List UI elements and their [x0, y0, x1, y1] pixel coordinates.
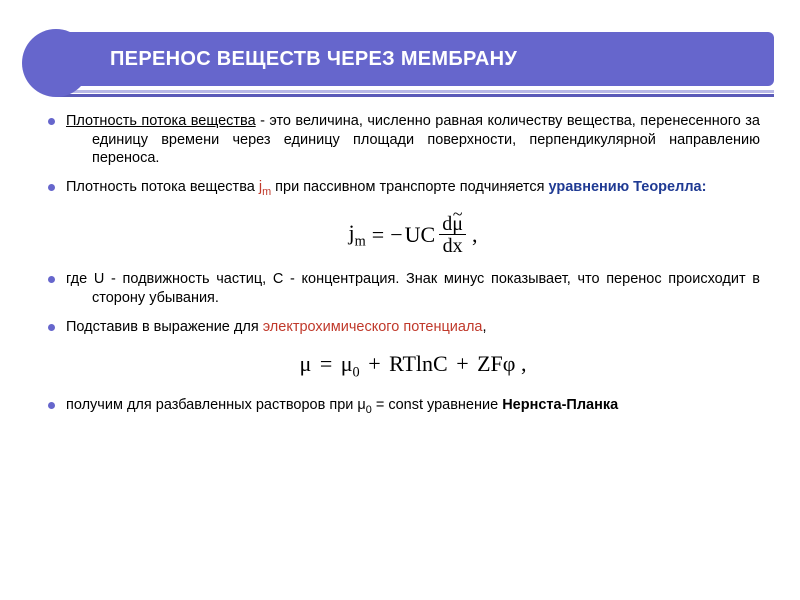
underline-light: [56, 90, 774, 93]
accent-circle: [22, 29, 90, 97]
header: ПЕРЕНОС ВЕЩЕСТВ ЧЕРЕЗ МЕМБРАНУ: [0, 32, 800, 94]
paragraph-5: получим для разбавленных растворов при μ…: [66, 396, 760, 418]
para2-theorell: уравнению Теорелла:: [549, 179, 707, 195]
formula-electrochem: μ = μ0 + RTlnC + ZFφ ,: [66, 350, 760, 382]
f2-mu0: μ0: [341, 351, 360, 376]
para5-pre: получим для разбавленных растворов при μ: [66, 397, 366, 413]
bullet-icon: [48, 402, 55, 409]
para5-mid: = const уравнение: [372, 397, 502, 413]
paragraph-1: Плотность потока вещества - это величина…: [66, 112, 760, 168]
f2-zfphi: ZFφ: [477, 351, 515, 376]
f1-lhs: jm: [349, 219, 366, 251]
para5-bold: Нернста-Планка: [502, 397, 618, 413]
f2-trail: ,: [521, 351, 527, 376]
f1-uc: UC: [405, 221, 436, 249]
paragraph-4: Подставив в выражение для электрохимичес…: [66, 318, 760, 337]
bullet-icon: [48, 184, 55, 191]
para3-text: где U - подвижность частиц, С - концентр…: [66, 271, 760, 306]
slide: ПЕРЕНОС ВЕЩЕСТВ ЧЕРЕЗ МЕМБРАНУ Плотность…: [0, 0, 800, 600]
f2-plus1: +: [368, 351, 380, 376]
para4-red: электрохимического потенциала: [263, 319, 483, 335]
f1-trail: ,: [472, 221, 478, 249]
bullet-icon: [48, 324, 55, 331]
f2-rtlnc: RTlnC: [389, 351, 448, 376]
para2-mid: при пассивном транспорте подчиняется: [271, 179, 548, 195]
content: Плотность потока вещества - это величина…: [66, 112, 760, 580]
f2-plus2: +: [456, 351, 468, 376]
f2-eq: =: [320, 351, 332, 376]
f1-neg: −: [390, 221, 402, 249]
bullet-icon: [48, 276, 55, 283]
slide-title: ПЕРЕНОС ВЕЩЕСТВ ЧЕРЕЗ МЕМБРАНУ: [110, 48, 517, 71]
paragraph-2: Плотность потока вещества jm при пассивн…: [66, 178, 760, 200]
para2-pre: Плотность потока вещества: [66, 179, 259, 195]
title-box: ПЕРЕНОС ВЕЩЕСТВ ЧЕРЕЗ МЕМБРАНУ: [56, 32, 774, 86]
f1-eq: =: [372, 221, 384, 249]
f1-frac: dμ dx: [439, 213, 466, 256]
para1-lead: Плотность потока вещества: [66, 113, 256, 129]
para4-post: ,: [483, 319, 487, 335]
para4-pre: Подставив в выражение для: [66, 319, 263, 335]
paragraph-3: где U - подвижность частиц, С - концентр…: [66, 270, 760, 307]
para2-jm: jm: [259, 179, 271, 195]
underline-dark: [56, 94, 774, 97]
formula-theorell: jm = − UC dμ dx ,: [66, 213, 760, 256]
f2-mu: μ: [300, 350, 312, 378]
bullet-icon: [48, 118, 55, 125]
